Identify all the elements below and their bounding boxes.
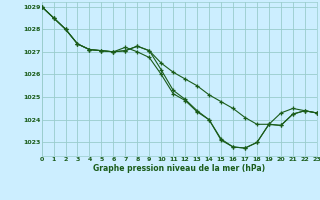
X-axis label: Graphe pression niveau de la mer (hPa): Graphe pression niveau de la mer (hPa) bbox=[93, 164, 265, 173]
